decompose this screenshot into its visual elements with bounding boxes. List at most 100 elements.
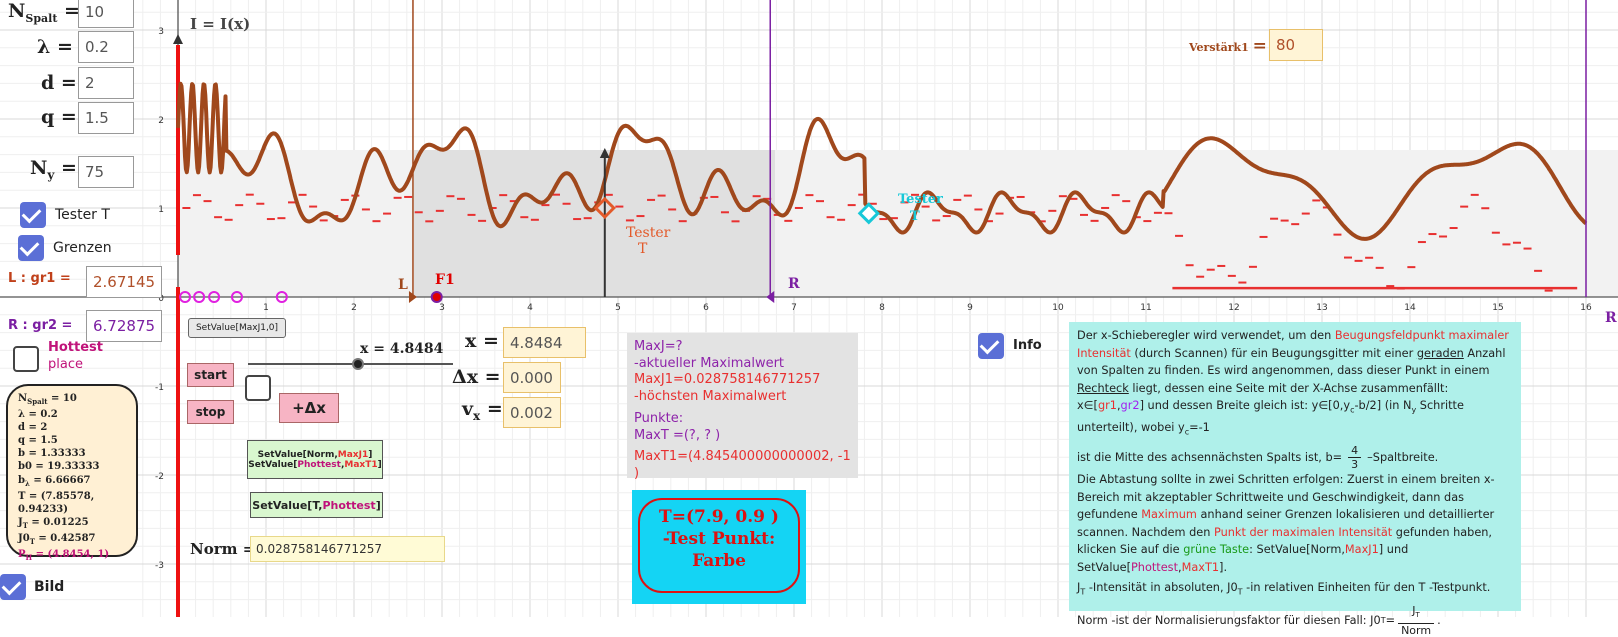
- label-R-right: R: [1605, 310, 1617, 326]
- vx-field-input[interactable]: [503, 397, 561, 428]
- tester-t-label: Tester T: [55, 207, 110, 223]
- y-tick-label: 2: [158, 116, 164, 126]
- gr2-arrow: [766, 291, 775, 303]
- hottest-label: Hottest: [48, 340, 104, 355]
- gr2-input[interactable]: [86, 310, 162, 342]
- summary-row: J0T = 0.42587: [18, 532, 96, 546]
- gr1-label: L : gr1 =: [8, 271, 71, 286]
- grenzen-checkbox[interactable]: [18, 235, 44, 261]
- x-tick-label: 10: [1052, 303, 1064, 313]
- summary-row: T = (7.85578, 0.94233): [18, 490, 95, 515]
- grenzen-label: Grenzen: [53, 240, 112, 256]
- tester-cyan-diamond: [857, 202, 880, 225]
- marks: [182, 193, 1578, 292]
- test-point-box: T=(7.9, 0.9 ) -Test Punkt: Farbe: [632, 490, 806, 604]
- x-tick-label: 14: [1404, 303, 1416, 313]
- dx-field-label: Δx =: [452, 366, 501, 388]
- lambda-label: λ =: [37, 36, 73, 58]
- summary-row: b0 = 19.33333: [18, 461, 100, 473]
- ny-input[interactable]: [78, 156, 134, 188]
- y-tick-label: 1: [158, 205, 164, 215]
- nspalt-input[interactable]: [78, 0, 134, 28]
- plus-dx-button[interactable]: +Δx: [279, 393, 339, 423]
- x-tick-label: 11: [1140, 303, 1151, 313]
- x-slider-handle[interactable]: [352, 358, 364, 370]
- x-tick-label: 7: [791, 303, 797, 313]
- summary-row: PH = (4.8454, 1): [18, 549, 110, 563]
- y-tick-label: -2: [155, 472, 164, 482]
- hottest-place-label: place: [48, 357, 83, 372]
- x-field-input[interactable]: [503, 327, 586, 358]
- test-point-value: T=(7.9, 0.9 ): [659, 507, 779, 527]
- label-F1: F1: [435, 272, 455, 288]
- bild-checkbox[interactable]: [0, 574, 26, 600]
- x-tick-label: 12: [1228, 303, 1239, 313]
- maximum-info-box: MaxJ=? -aktueller Maximalwert MaxJ1=0.02…: [627, 333, 858, 481]
- y-axis-arrow: [173, 34, 183, 44]
- q-input[interactable]: [78, 102, 134, 134]
- slit-marker: [275, 291, 288, 303]
- tester-cyan-label-t: T: [910, 209, 920, 224]
- overlay: [179, 0, 1587, 303]
- norm-input[interactable]: [250, 536, 445, 562]
- x-tick-label: 9: [967, 303, 973, 313]
- summary-row: q = 1.5: [18, 435, 58, 447]
- x-tick-label: 6: [703, 303, 709, 313]
- setvalue-norm-button[interactable]: SetValue[Norm,MaxJ1] SetValue[Phottest,M…: [247, 440, 383, 479]
- slit-marker: [193, 291, 206, 303]
- x-tick-label: 1: [263, 303, 269, 313]
- tester-cyan-label: Tester: [898, 192, 943, 207]
- tester-diamond: [593, 196, 616, 220]
- summary-row: JT = 0.01225: [18, 516, 89, 530]
- lambda-input[interactable]: [78, 31, 134, 63]
- x-tick-label: 3: [439, 303, 445, 313]
- setvalue-t-button[interactable]: SetValue[T, Phottest]: [250, 492, 383, 518]
- y-tick-label: 0: [158, 294, 164, 304]
- verstark-input[interactable]: [1269, 29, 1323, 61]
- x-tick-label: 4: [527, 303, 533, 313]
- scan-rectangle-outer: [178, 150, 1618, 297]
- stop-button[interactable]: stop: [187, 400, 234, 424]
- ny-label: Ny =: [30, 157, 77, 182]
- slit-marker: [230, 291, 243, 303]
- summary-row: NSpalt = 10: [18, 393, 77, 406]
- label-L: L: [398, 277, 408, 293]
- norm-label: Norm =: [190, 540, 256, 558]
- graph-title: I = I(x): [190, 15, 250, 33]
- y-tick-label: 3: [158, 27, 164, 37]
- d-input[interactable]: [78, 67, 134, 99]
- tester-label-t: T: [638, 241, 648, 257]
- slit-marker: [208, 291, 221, 303]
- tester-t-checkbox[interactable]: [20, 202, 46, 228]
- bild-label: Bild: [34, 579, 65, 595]
- x-tick-label: 5: [615, 303, 621, 313]
- label-R: R: [788, 276, 800, 292]
- tester-label: Tester: [626, 225, 671, 241]
- start-button[interactable]: start: [187, 363, 234, 387]
- y-tick-label: -1: [155, 383, 164, 393]
- d-label: d =: [41, 72, 77, 94]
- summary-row: d = 2: [18, 422, 48, 434]
- animation-checkbox[interactable]: [245, 375, 271, 401]
- x-slider-track[interactable]: [248, 363, 453, 365]
- y-tick-label: -3: [155, 561, 164, 571]
- hottest-checkbox[interactable]: [13, 346, 39, 372]
- x-field-label: x =: [465, 330, 499, 352]
- nspalt-label: NSpalt =: [8, 0, 80, 25]
- x-tick-label: 16: [1580, 303, 1592, 313]
- info-label: Info: [1013, 338, 1042, 353]
- info-checkbox[interactable]: [978, 333, 1004, 359]
- vx-field-label: vx =: [462, 398, 503, 423]
- dx-field-input[interactable]: [503, 362, 561, 393]
- q-label: q =: [41, 106, 77, 128]
- setvalue-maxj1-button[interactable]: SetValue[MaxJ1,0]: [188, 318, 286, 338]
- summary-row: bλ = 6.66667: [18, 474, 91, 488]
- gr1-arrow: [408, 291, 417, 303]
- slit-marker: [179, 291, 192, 303]
- f1-point: [430, 291, 443, 303]
- x-tick-label: 13: [1316, 303, 1327, 313]
- gr1-input[interactable]: [86, 266, 162, 298]
